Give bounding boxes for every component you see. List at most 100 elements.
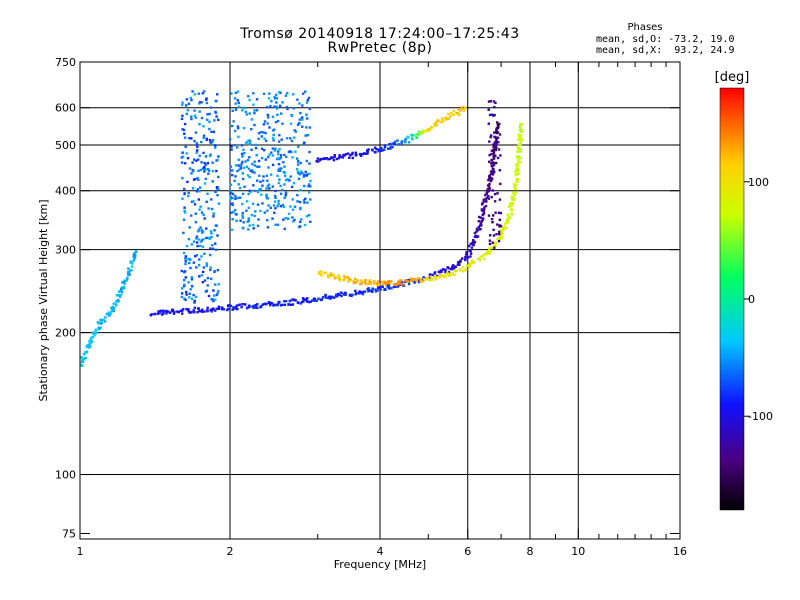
cluster-point (248, 98, 251, 102)
cluster-point (279, 184, 282, 188)
cluster-point (190, 172, 193, 175)
trace-point (319, 273, 323, 276)
cluster-point (271, 185, 274, 188)
cluster-point (493, 113, 496, 117)
trace-point (399, 279, 402, 282)
cluster-point (197, 263, 201, 267)
cluster-point (183, 132, 186, 135)
cluster-point (271, 154, 274, 157)
trace-point (496, 237, 499, 240)
cluster-point (199, 205, 202, 208)
trace-point (379, 288, 382, 291)
trace-point (129, 260, 132, 263)
cluster-point (279, 104, 282, 107)
trace-point (162, 309, 165, 312)
cluster-point (265, 194, 268, 198)
cluster-point (195, 235, 199, 238)
trace-point (452, 264, 455, 267)
cluster-point (201, 231, 204, 234)
trace-point (516, 150, 519, 154)
trace-point (379, 149, 382, 152)
trace-point (346, 152, 350, 155)
cluster-point (200, 140, 203, 144)
trace-point (471, 241, 474, 245)
cluster-point (186, 257, 190, 261)
cluster-point (290, 114, 293, 118)
trace-point (397, 143, 400, 146)
trace-point (261, 303, 264, 306)
trace-point (214, 309, 217, 312)
cluster-point (208, 253, 212, 257)
cluster-point (252, 103, 255, 106)
trace-point (292, 298, 296, 301)
cluster-point (186, 180, 189, 184)
trace-point (246, 306, 249, 310)
trace-point (217, 307, 221, 310)
cluster-point (306, 99, 309, 102)
trace-point (483, 253, 486, 256)
cluster-point (488, 153, 491, 157)
cluster-point (274, 196, 277, 199)
cluster-point (250, 148, 253, 151)
cluster-point (273, 211, 276, 214)
trace-point (210, 310, 213, 313)
cluster-point (209, 268, 212, 272)
cluster-point (234, 102, 237, 105)
trace-point (492, 155, 495, 158)
cluster-point (230, 211, 233, 214)
cluster-point (250, 118, 253, 121)
trace-point (358, 290, 361, 293)
trace-point (469, 252, 473, 255)
trace-point (371, 288, 374, 291)
cluster-point (260, 135, 263, 138)
trace-point (453, 266, 456, 270)
cluster-point (305, 101, 309, 104)
cluster-point (278, 147, 281, 151)
trace-point (369, 282, 372, 285)
trace-point (80, 364, 84, 367)
cluster-point (181, 197, 184, 200)
cluster-point (288, 150, 291, 153)
cluster-point (181, 114, 184, 117)
cluster-point (271, 217, 274, 220)
cluster-point (195, 144, 199, 148)
trace-point (511, 201, 514, 205)
trace-point (343, 291, 347, 294)
trace-point (345, 153, 348, 156)
trace-point (494, 242, 498, 245)
cluster-point (302, 175, 305, 178)
trace-point (518, 160, 522, 164)
trace-point (511, 191, 515, 195)
trace-point (477, 225, 480, 229)
cluster-point (256, 165, 259, 168)
trace-point (461, 270, 465, 273)
trace-point (510, 196, 514, 199)
trace-point (323, 157, 327, 161)
cluster-point (209, 106, 213, 109)
trace-point (381, 149, 384, 152)
cluster-point (258, 174, 261, 177)
trace-point (445, 117, 448, 120)
cluster-point (247, 167, 251, 170)
cluster-point (241, 172, 244, 175)
trace-point (272, 304, 275, 307)
cluster-point (488, 140, 491, 143)
trace-point (291, 303, 295, 306)
cluster-point (492, 234, 496, 237)
trace-point (489, 246, 492, 249)
trace-point (457, 260, 460, 264)
cluster-point (234, 175, 237, 178)
trace-point (309, 300, 312, 303)
trace-point (516, 162, 519, 165)
trace-point (456, 112, 459, 115)
cluster-point (187, 281, 190, 284)
trace-point (127, 267, 131, 270)
trace-point (380, 280, 383, 284)
trace-point (419, 132, 422, 136)
cluster-point (248, 156, 251, 159)
trace-point (519, 140, 522, 144)
cluster-point (266, 226, 270, 229)
cluster-point (296, 123, 300, 126)
trace-point (350, 153, 354, 156)
trace-point (456, 263, 460, 266)
